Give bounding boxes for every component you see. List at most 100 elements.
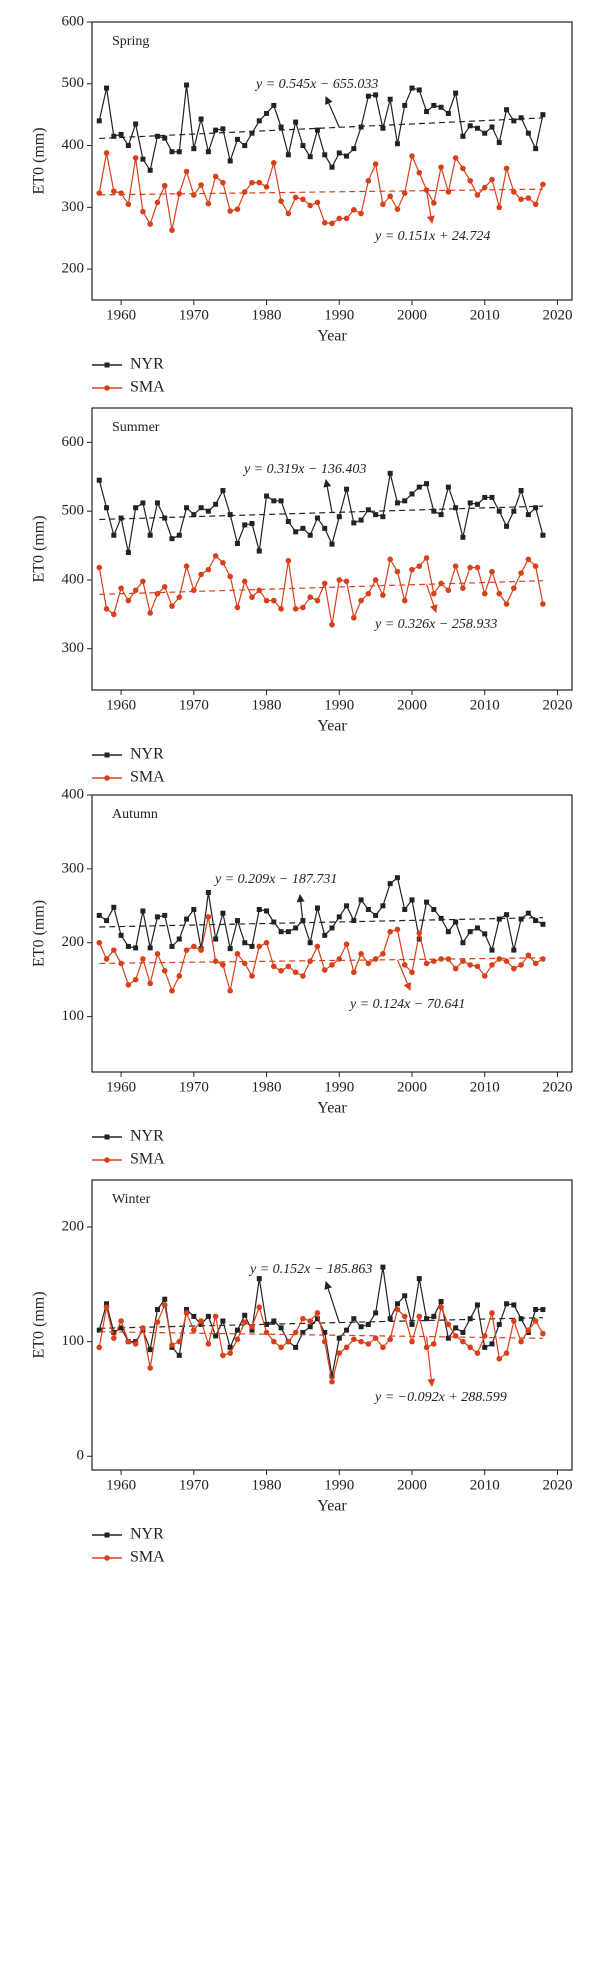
legend-marker: [104, 1134, 110, 1140]
point: [322, 932, 328, 938]
x-tick-label: 1960: [106, 1477, 136, 1493]
point: [118, 131, 124, 137]
y-tick-label: 600: [62, 434, 85, 450]
point: [154, 590, 161, 597]
x-tick-label: 2020: [542, 307, 572, 323]
point: [453, 919, 459, 925]
point: [321, 580, 328, 587]
legend-label: NYR: [130, 356, 164, 373]
point: [278, 929, 284, 935]
point: [241, 578, 248, 585]
annotation-arrow: [425, 584, 438, 613]
panel: 1960 1970 1980 1990 2000 2010 2020 100 200 300 400…: [31, 786, 573, 1168]
point: [373, 1310, 379, 1316]
point: [140, 208, 146, 215]
point: [227, 1350, 233, 1356]
point: [118, 515, 124, 521]
point: [496, 956, 503, 962]
point: [169, 1342, 175, 1348]
point: [162, 515, 168, 521]
point: [242, 522, 248, 528]
point: [263, 1329, 270, 1336]
point: [460, 1329, 466, 1335]
point: [264, 908, 270, 914]
x-tick-label: 1970: [179, 1079, 209, 1095]
point: [147, 167, 153, 173]
x-axis-label: Year: [317, 1100, 347, 1117]
point: [96, 564, 103, 571]
point: [271, 1338, 277, 1345]
point: [278, 1325, 284, 1331]
point: [532, 1318, 539, 1324]
point: [409, 1321, 415, 1327]
point: [540, 112, 546, 118]
point: [278, 606, 284, 612]
annotation: y = 0.152x − 185.863: [248, 1262, 372, 1277]
point: [343, 215, 350, 222]
x-tick-label: 2020: [542, 697, 572, 713]
point: [467, 500, 473, 506]
point: [307, 958, 313, 964]
point: [496, 139, 502, 145]
point: [307, 532, 313, 538]
point: [125, 143, 131, 149]
point: [438, 956, 444, 962]
legend-marker: [104, 1532, 110, 1538]
annotation: y = 0.319x − 136.403: [242, 462, 366, 477]
plot-frame: [91, 407, 573, 691]
point: [212, 173, 219, 180]
point: [358, 1338, 364, 1345]
point: [249, 1327, 255, 1333]
point: [125, 549, 131, 555]
annotation-arrow: [396, 959, 412, 991]
point: [241, 1319, 248, 1325]
point: [176, 149, 182, 155]
point: [111, 904, 117, 910]
point: [205, 914, 212, 920]
x-tick-label: 1990: [324, 1079, 354, 1095]
point: [518, 196, 524, 203]
point: [183, 1310, 190, 1316]
point: [220, 910, 226, 916]
series-line: [98, 1267, 543, 1377]
legend-label: NYR: [130, 746, 164, 763]
plot-frame: [91, 1179, 573, 1471]
point: [431, 200, 437, 206]
point: [329, 541, 335, 547]
point: [358, 1324, 364, 1330]
point: [198, 116, 204, 122]
annotation-arrow: [323, 479, 333, 513]
point: [256, 587, 263, 594]
legend-marker: [104, 362, 110, 368]
point: [191, 1313, 197, 1319]
point: [307, 1324, 313, 1330]
point: [343, 941, 350, 948]
point: [387, 470, 393, 476]
point: [474, 501, 480, 507]
point: [533, 1307, 539, 1313]
point: [525, 130, 531, 136]
point: [467, 564, 473, 571]
point: [234, 1336, 241, 1343]
point: [256, 118, 262, 124]
point: [518, 570, 524, 576]
x-axis-label: Year: [317, 718, 347, 735]
point: [118, 1325, 124, 1331]
point: [140, 578, 146, 585]
point: [234, 1327, 240, 1333]
x-axis-label: Year: [317, 328, 347, 345]
y-tick-label: 100: [62, 1333, 85, 1349]
point: [511, 585, 517, 592]
point: [409, 1338, 415, 1345]
point: [402, 102, 408, 108]
x-tick-label: 1980: [252, 697, 282, 713]
point: [525, 952, 532, 959]
point: [474, 925, 480, 931]
point: [162, 1296, 168, 1302]
point: [474, 1350, 481, 1356]
point: [467, 123, 473, 129]
point: [445, 189, 452, 195]
point: [481, 1333, 488, 1339]
point: [154, 951, 161, 957]
point: [460, 165, 466, 172]
